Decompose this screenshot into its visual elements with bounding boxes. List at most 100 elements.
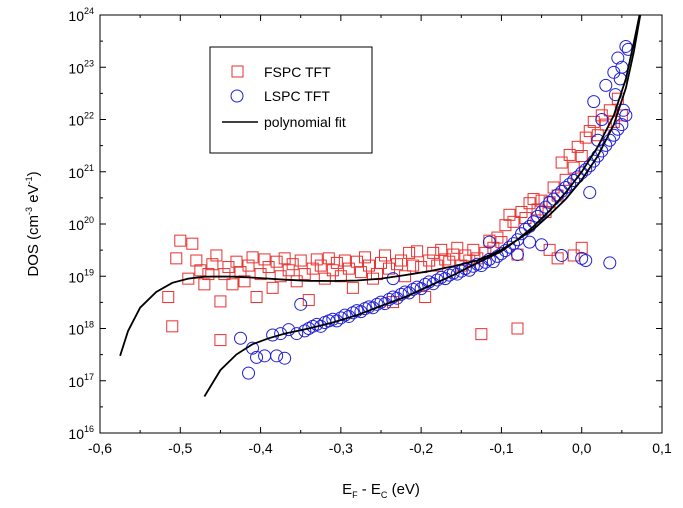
fspc-point: [206, 258, 219, 271]
fspc-point: [254, 268, 267, 281]
fspc-point: [250, 291, 263, 304]
fspc-point: [419, 291, 432, 304]
fspc-point: [575, 241, 588, 254]
fspc-point: [531, 203, 544, 216]
lspc-point: [502, 240, 516, 254]
y-tick-label: 1023: [68, 58, 94, 76]
lspc-point: [555, 248, 569, 262]
fspc-point: [563, 148, 576, 161]
fspc-point: [447, 248, 460, 261]
fspc-point: [238, 275, 251, 288]
fspc-point: [242, 259, 255, 272]
x-tick-label: -0,4: [249, 440, 273, 456]
fspc-point: [387, 296, 400, 309]
lspc-point: [406, 282, 420, 296]
fspc-point: [186, 237, 199, 250]
fspc-point: [583, 125, 596, 138]
fspc-point: [551, 252, 564, 265]
fspc-point: [379, 249, 392, 262]
lspc-point: [270, 349, 284, 363]
y-tick-label: 1022: [68, 111, 94, 129]
fspc-point: [174, 234, 187, 247]
lspc-point: [615, 118, 629, 132]
plot-frame: [99, 14, 663, 434]
fspc-point: [306, 262, 319, 275]
lspc-point: [282, 323, 296, 337]
lspc-point: [543, 195, 557, 209]
polynomial-fit-curve-2: [203, 14, 642, 397]
fspc-point: [246, 251, 259, 264]
fspc-point: [567, 161, 580, 174]
fspc-point: [286, 258, 299, 271]
fspc-point: [559, 173, 572, 186]
fspc-point: [270, 255, 283, 268]
fspc-point: [162, 291, 175, 304]
fspc-point: [258, 253, 271, 266]
fspc-point: [483, 234, 496, 247]
fspc-point: [322, 252, 335, 265]
x-axis-title: EF - EC (eV): [342, 481, 420, 500]
x-tick-label: -0,2: [409, 440, 433, 456]
fspc-point: [202, 268, 215, 281]
fspc-point: [451, 241, 464, 254]
x-tick-label: -0,5: [168, 440, 192, 456]
fspc-point: [346, 281, 359, 294]
fspc-point: [503, 208, 516, 221]
fspc-point: [515, 205, 528, 218]
fspc-point: [523, 197, 536, 210]
fspc-point: [226, 278, 239, 291]
fspc-point: [334, 270, 347, 283]
fspc-point: [467, 243, 480, 256]
fspc-point: [499, 219, 512, 232]
lspc-point: [595, 113, 609, 126]
legend-lspc-marker: [230, 89, 244, 103]
fspc-point: [431, 259, 444, 272]
legend-box: [209, 46, 373, 154]
y-tick-label: 1017: [68, 372, 94, 390]
lspc-point: [290, 327, 304, 341]
y-axis-title: DOS (cm-3 eV-1): [24, 171, 42, 276]
lspc-point: [579, 254, 593, 268]
lspc-point: [587, 95, 601, 109]
lspc-point: [583, 186, 597, 200]
fspc-point: [407, 259, 420, 272]
fspc-point: [266, 281, 279, 294]
y-tick-label: 1018: [68, 320, 94, 338]
lspc-point: [378, 297, 392, 311]
y-tick-label: 1020: [68, 215, 94, 233]
fspc-point: [198, 278, 211, 291]
polynomial-fit-curve-1: [119, 14, 641, 357]
fspc-point: [491, 231, 504, 244]
fspc-point: [190, 254, 203, 267]
fspc-point: [318, 272, 331, 285]
lspc-point: [386, 272, 400, 286]
lspc-point: [563, 177, 577, 191]
fspc-point: [427, 246, 440, 259]
lspc-point: [234, 331, 247, 345]
fspc-point: [571, 140, 584, 153]
fspc-point: [230, 255, 243, 268]
fspc-point: [587, 115, 600, 128]
lspc-point: [294, 297, 308, 311]
y-tick-label: 1021: [68, 163, 94, 181]
legend-fspc-label: FSPC TFT: [264, 64, 331, 80]
fspc-point: [527, 193, 540, 206]
lspc-point: [510, 248, 524, 262]
lspc-point: [382, 292, 396, 306]
y-tick-label: 1016: [68, 424, 94, 442]
fspc-point: [166, 320, 179, 333]
fspc-point: [507, 215, 520, 228]
lspc-point: [599, 78, 613, 92]
fspc-point: [310, 253, 323, 266]
x-tick-label: -0,1: [489, 440, 513, 456]
legend: FSPC TFT LSPC TFT polynomial fit: [209, 46, 373, 154]
fspc-point: [314, 259, 327, 272]
fspc-point: [354, 266, 367, 279]
fspc-point: [475, 328, 488, 341]
fspc-point: [282, 264, 295, 277]
x-tick-label: 0,0: [572, 440, 592, 456]
fspc-point: [555, 156, 568, 169]
lspc-point: [579, 163, 593, 177]
lspc-point: [278, 351, 292, 365]
